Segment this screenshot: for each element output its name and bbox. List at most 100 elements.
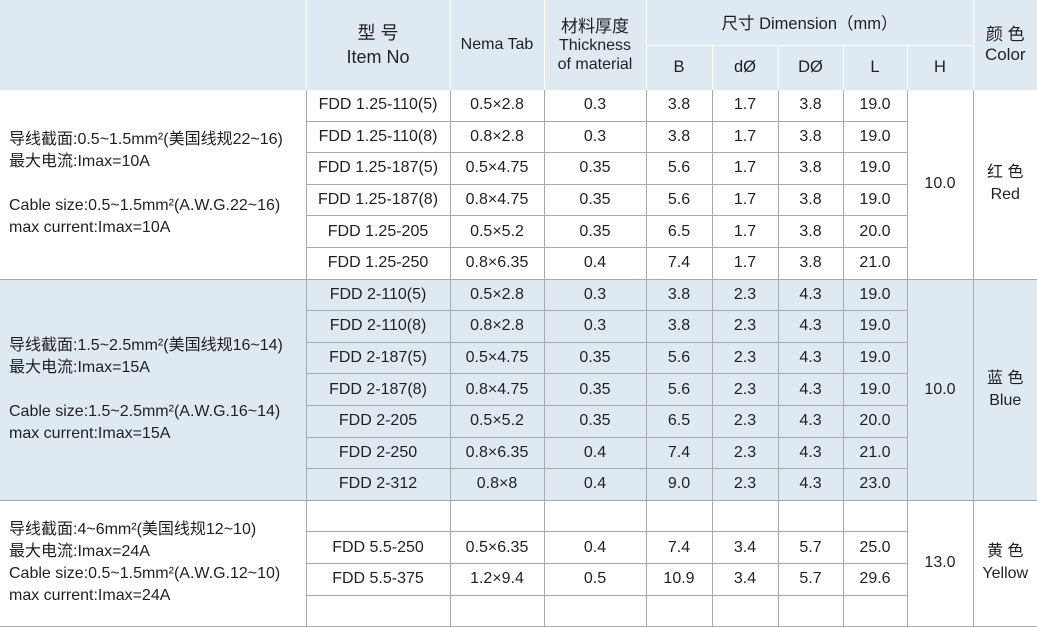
cell-dim-b: 6.5 (646, 216, 712, 248)
cell-dim-b: 3.8 (646, 311, 712, 343)
cell-item-no: FDD 2-250 (306, 437, 450, 469)
color-en: Blue (974, 390, 1037, 412)
cell-thickness: 0.4 (544, 469, 646, 501)
cell-thickness: 0.4 (544, 437, 646, 469)
cell-dim-l: 20.0 (843, 405, 907, 437)
cell-thickness: 0.3 (544, 121, 646, 153)
cell-dim-d-big: 3.8 (778, 216, 843, 248)
cell-dim-b: 10.9 (646, 563, 712, 595)
cell-nema-tab: 0.5×4.75 (450, 153, 544, 185)
cell-dim-l: 19.0 (843, 153, 907, 185)
header-col-d-big: DØ (778, 45, 843, 90)
cell-dim-b: 7.4 (646, 247, 712, 279)
cell-dim-d-small: 1.7 (712, 216, 778, 248)
description-line: Cable size:0.5~1.5mm²(A.W.G.22~16) (9, 195, 306, 217)
cell-dim-l: 21.0 (843, 437, 907, 469)
header-col-h: H (907, 45, 973, 90)
cell-dim-d-big: 5.7 (778, 532, 843, 564)
cell-item-no: FDD 2-205 (306, 405, 450, 437)
cell-dim-d-small: 2.3 (712, 437, 778, 469)
cell-item-no: FDD 2-187(8) (306, 374, 450, 406)
header-dimension: 尺寸 Dimension（mm） (646, 0, 973, 45)
description-line: Cable size:1.5~2.5mm²(A.W.G.16~14) (9, 401, 306, 423)
cell-thickness: 0.35 (544, 153, 646, 185)
cell-dim-d-big: 4.3 (778, 437, 843, 469)
header-color-cn: 颜 色 (974, 25, 1037, 45)
cell-dim-b: 7.4 (646, 532, 712, 564)
cell-item-no: FDD 2-187(5) (306, 342, 450, 374)
cell-dim-l: 29.6 (843, 563, 907, 595)
cell-dim-d-big: 5.7 (778, 563, 843, 595)
header-thickness-en-1: Thickness (545, 36, 646, 55)
cell-dim-d-small (712, 500, 778, 532)
cell-thickness: 0.35 (544, 342, 646, 374)
cell-dim-b: 9.0 (646, 469, 712, 501)
cell-dim-d-small: 2.3 (712, 469, 778, 501)
cell-dim-d-small: 1.7 (712, 247, 778, 279)
description-line (9, 173, 306, 195)
cell-nema-tab: 0.8×4.75 (450, 374, 544, 406)
cell-dim-b: 3.8 (646, 90, 712, 121)
cell-item-no: FDD 1.25-205 (306, 216, 450, 248)
description-line: Cable size:0.5~1.5mm²(A.W.G.12~10) (9, 563, 306, 585)
cell-dim-b: 5.6 (646, 184, 712, 216)
description-line (9, 379, 306, 401)
cell-dim-d-big: 4.3 (778, 374, 843, 406)
cell-nema-tab: 0.8×6.35 (450, 247, 544, 279)
cell-nema-tab: 0.8×2.8 (450, 121, 544, 153)
color-en: Yellow (974, 563, 1037, 585)
cell-dim-b: 5.6 (646, 342, 712, 374)
header-item-no: 型 号 Item No (306, 0, 450, 90)
cell-nema-tab: 1.2×9.4 (450, 563, 544, 595)
header-color-en: Color (974, 45, 1037, 65)
cell-h: 10.0 (907, 279, 973, 500)
header-nema-tab: Nema Tab (450, 0, 544, 90)
cell-dim-d-small: 2.3 (712, 374, 778, 406)
cell-dim-l: 21.0 (843, 247, 907, 279)
description-line: 导线截面:0.5~1.5mm²(美国线规22~16) (9, 129, 306, 151)
cell-item-no: FDD 2-110(5) (306, 279, 450, 311)
cell-dim-d-small: 1.7 (712, 90, 778, 121)
cell-dim-l: 19.0 (843, 374, 907, 406)
cell-item-no: FDD 2-110(8) (306, 311, 450, 343)
color-cn: 黄 色 (974, 541, 1037, 563)
header-item-no-en: Item No (307, 45, 450, 69)
cell-nema-tab (450, 500, 544, 532)
description-line: 导线截面:1.5~2.5mm²(美国线规16~14) (9, 335, 306, 357)
color-en: Red (974, 184, 1037, 206)
cell-dim-l: 20.0 (843, 216, 907, 248)
cell-dim-d-small: 2.3 (712, 342, 778, 374)
cell-dim-d-small: 3.4 (712, 563, 778, 595)
cell-dim-b (646, 500, 712, 532)
cell-thickness: 0.35 (544, 184, 646, 216)
cell-dim-d-big: 3.8 (778, 153, 843, 185)
cell-item-no: FDD 5.5-375 (306, 563, 450, 595)
description-line: 导线截面:4~6mm²(美国线规12~10) (9, 519, 306, 541)
cell-thickness: 0.35 (544, 374, 646, 406)
cell-dim-b: 5.6 (646, 153, 712, 185)
cell-dim-d-small: 2.3 (712, 311, 778, 343)
header-thickness-cn: 材料厚度 (545, 17, 646, 36)
cell-dim-l: 19.0 (843, 184, 907, 216)
cell-item-no (306, 500, 450, 532)
cell-dim-l: 25.0 (843, 532, 907, 564)
description-line: max current:Imax=15A (9, 423, 306, 445)
cell-dim-l: 23.0 (843, 469, 907, 501)
cell-item-no: FDD 1.25-110(8) (306, 121, 450, 153)
cell-dim-l: 19.0 (843, 90, 907, 121)
cell-dim-d-big: 4.3 (778, 279, 843, 311)
cell-thickness (544, 500, 646, 532)
cell-dim-d-big: 4.3 (778, 342, 843, 374)
cell-thickness: 0.4 (544, 532, 646, 564)
description-line: 最大电流:Imax=24A (9, 541, 306, 563)
cell-dim-d-big: 4.3 (778, 311, 843, 343)
cell-dim-d-small: 1.7 (712, 184, 778, 216)
cell-dim-l: 19.0 (843, 311, 907, 343)
